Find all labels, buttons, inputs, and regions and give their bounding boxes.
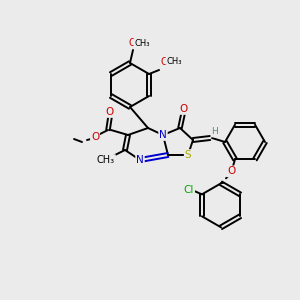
Text: O: O: [227, 166, 235, 176]
Text: H: H: [212, 128, 218, 136]
Text: CH₃: CH₃: [97, 155, 115, 165]
Text: O: O: [128, 38, 136, 48]
Text: N: N: [159, 130, 167, 140]
Text: O: O: [91, 132, 99, 142]
Text: O: O: [106, 107, 114, 117]
Text: S: S: [185, 150, 191, 160]
Text: CH₃: CH₃: [134, 38, 150, 47]
Text: CH₃: CH₃: [166, 58, 182, 67]
Text: Cl: Cl: [184, 185, 194, 195]
Text: O: O: [160, 57, 168, 67]
Text: O: O: [180, 104, 188, 114]
Text: N: N: [136, 155, 144, 165]
